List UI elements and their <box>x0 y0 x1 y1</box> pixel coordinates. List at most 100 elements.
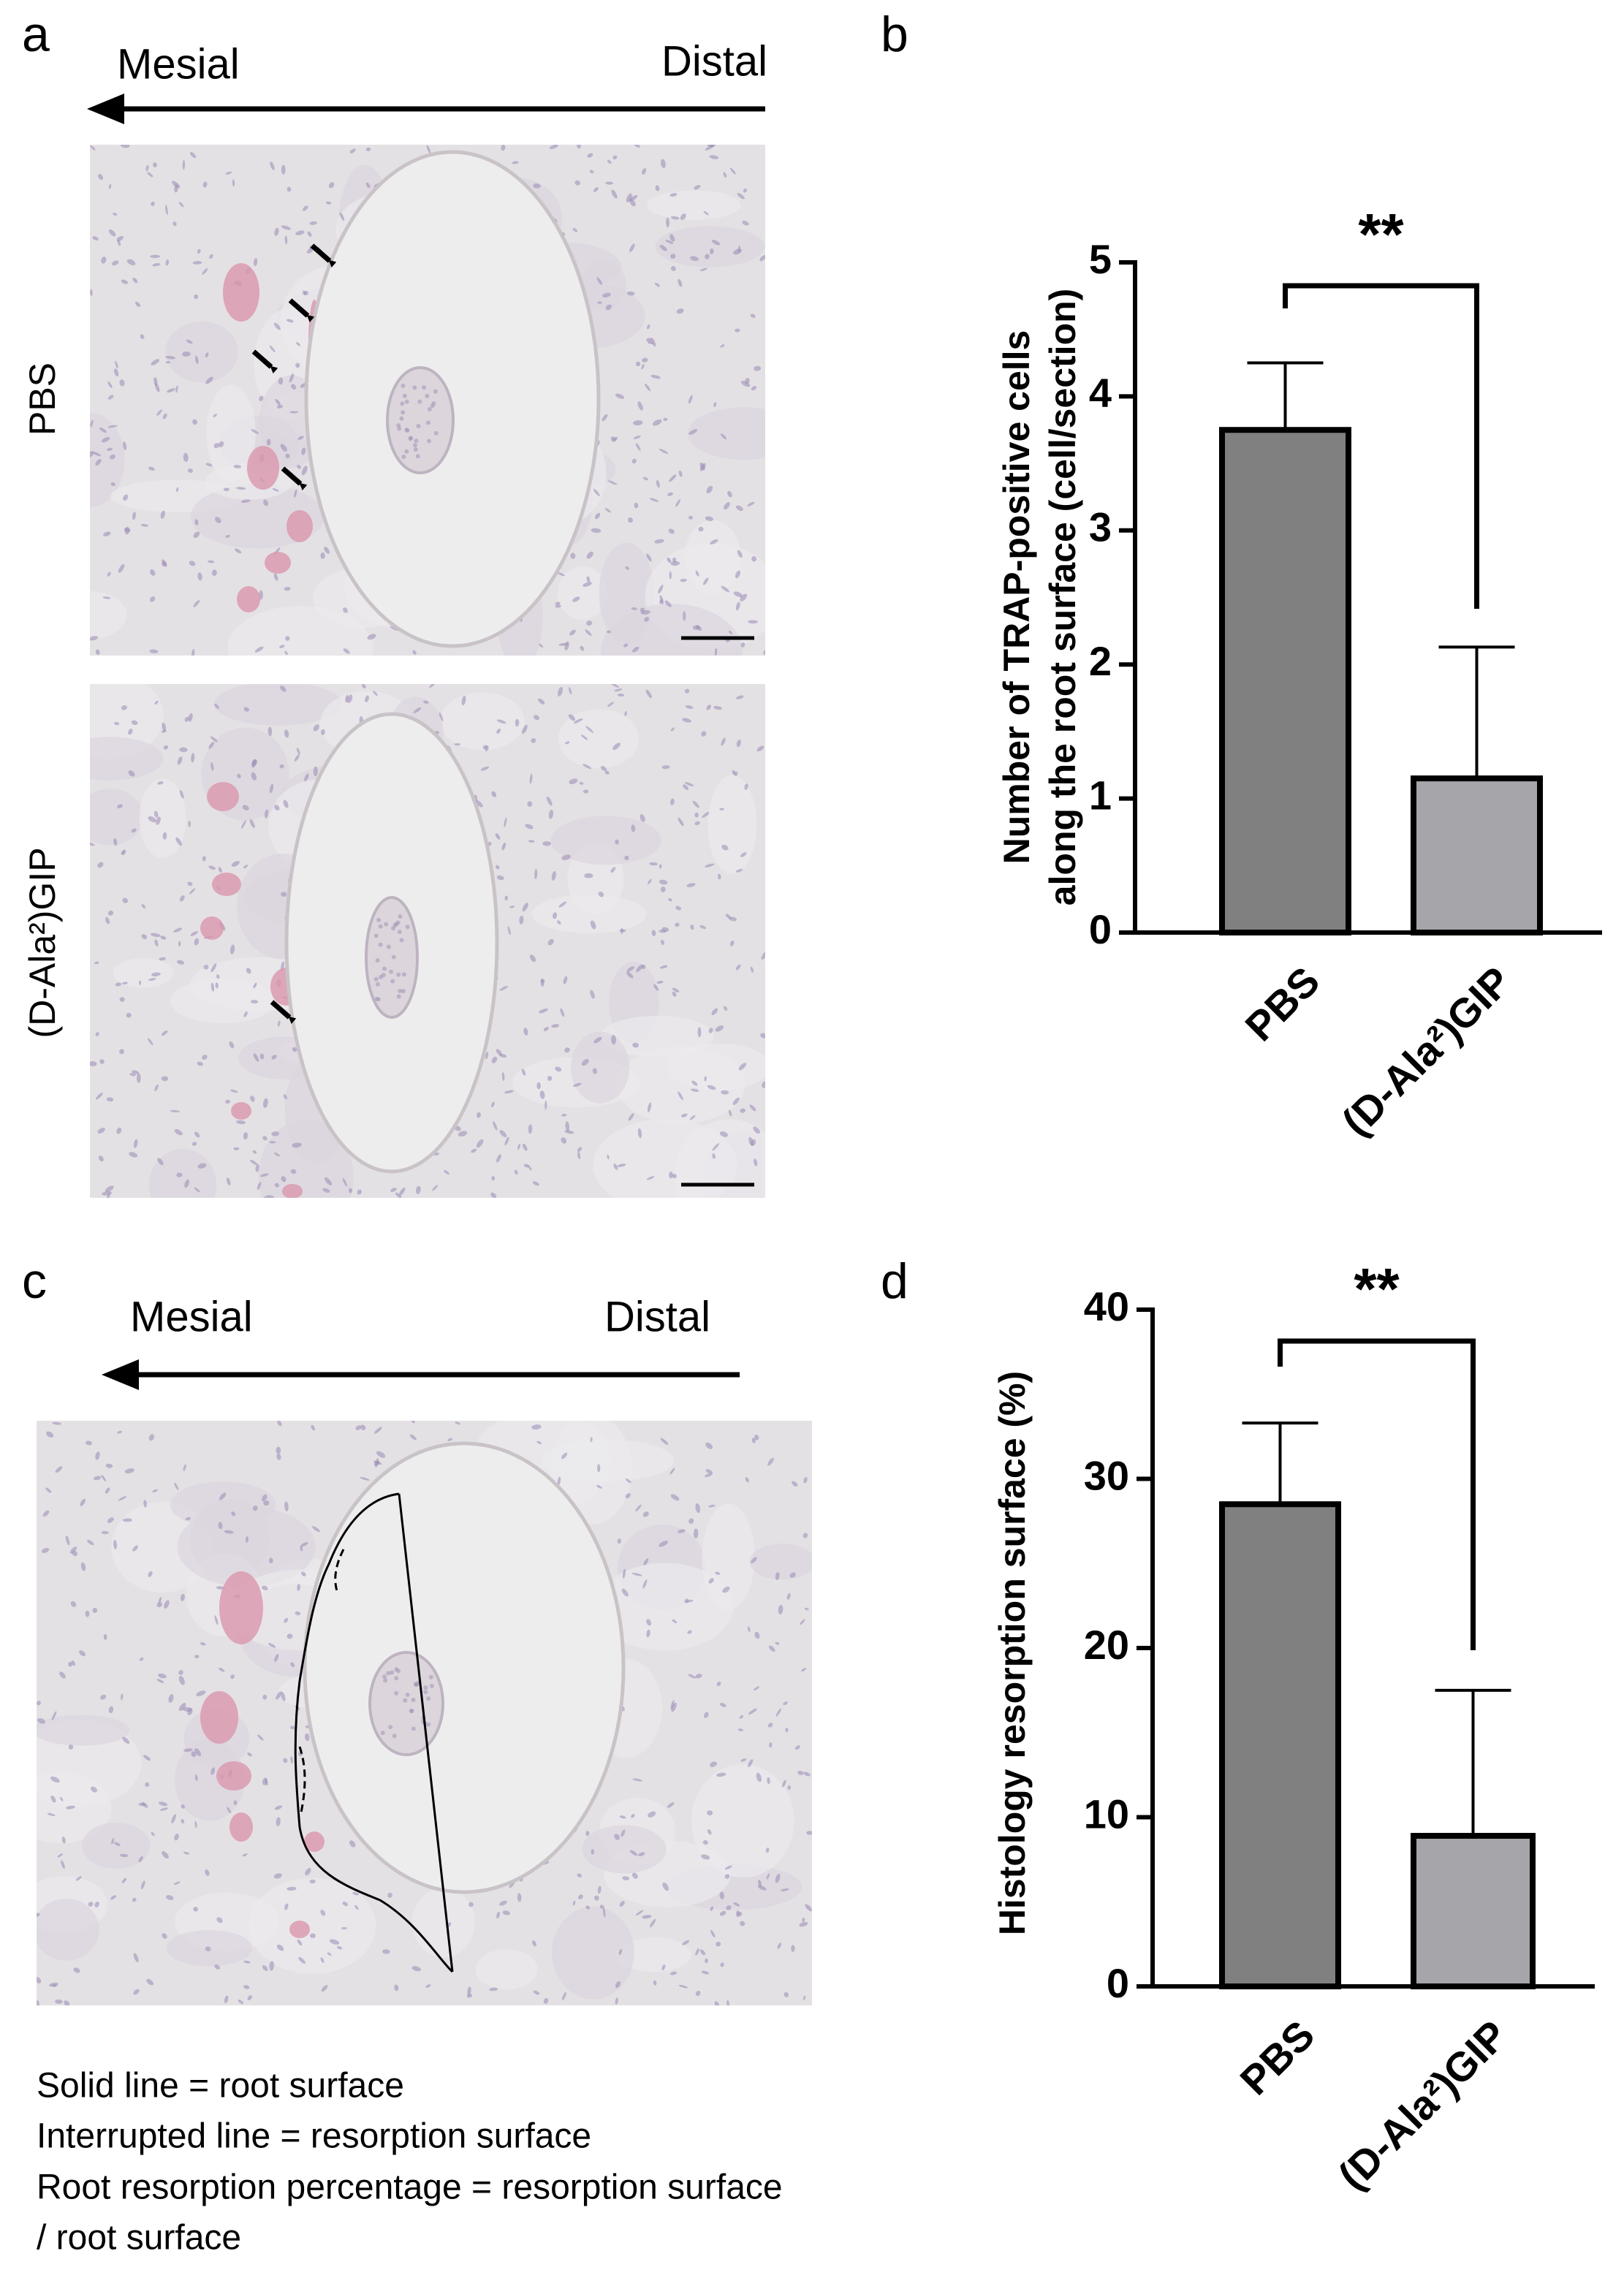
nucleus <box>107 395 114 400</box>
nucleus <box>745 1477 749 1483</box>
nucleus <box>218 867 222 873</box>
nucleus <box>192 261 202 265</box>
nucleus <box>669 474 677 482</box>
micrograph-content <box>37 1421 812 2005</box>
nucleus <box>376 1451 386 1458</box>
significance-label: ** <box>1358 202 1404 267</box>
resorption-outline <box>294 1492 454 1973</box>
nucleus <box>537 698 545 705</box>
nucleus <box>132 1545 138 1552</box>
nucleus <box>114 368 119 377</box>
nucleus <box>697 1027 702 1038</box>
nucleus <box>602 1907 606 1918</box>
trap-stain <box>247 446 279 490</box>
nucleus <box>129 1152 138 1158</box>
nucleus <box>737 1728 744 1731</box>
nucleus <box>701 731 707 737</box>
nucleus <box>471 1148 477 1153</box>
y-tick-label: 10 <box>1084 1791 1129 1837</box>
nucleus <box>97 862 104 868</box>
nucleus <box>532 1181 539 1186</box>
nucleus <box>555 604 561 608</box>
nucleus <box>154 939 159 946</box>
nucleus <box>126 1012 132 1018</box>
nucleus <box>184 716 189 722</box>
pulp-cell <box>399 416 404 421</box>
nucleus <box>804 1607 809 1611</box>
nucleus <box>90 636 99 641</box>
nucleus <box>650 374 661 379</box>
nucleus <box>615 1997 618 2005</box>
nucleus <box>110 454 115 460</box>
nucleus <box>736 505 743 512</box>
pulp-cell <box>427 407 432 412</box>
nucleus <box>454 743 461 746</box>
nucleus <box>111 1838 115 1845</box>
nucleus <box>118 1496 127 1501</box>
nucleus <box>545 1100 547 1110</box>
nucleus <box>251 429 259 434</box>
nucleus <box>663 417 668 422</box>
nucleus <box>122 441 127 450</box>
nucleus <box>495 833 501 840</box>
nucleus <box>691 1088 699 1093</box>
nucleus <box>213 413 217 417</box>
nucleus <box>116 1127 122 1134</box>
trap-stain <box>212 873 241 896</box>
nucleus <box>70 1601 77 1607</box>
panel-label: d <box>881 1253 908 1309</box>
nucleus <box>253 1053 259 1062</box>
nucleus <box>94 961 99 965</box>
nucleus <box>637 401 643 411</box>
nucleus <box>284 587 291 591</box>
nucleus <box>756 745 764 752</box>
tissue-patch <box>227 605 373 656</box>
nucleus <box>740 642 745 648</box>
nucleus <box>656 980 664 984</box>
nucleus <box>107 425 118 428</box>
nucleus <box>802 1533 808 1538</box>
pulp <box>368 1651 444 1756</box>
nucleus <box>621 927 623 935</box>
nucleus <box>191 649 195 656</box>
root <box>303 1441 626 1894</box>
nucleus <box>758 1880 762 1888</box>
nucleus <box>590 990 595 999</box>
nucleus <box>704 1076 707 1082</box>
nucleus <box>702 1840 708 1845</box>
nucleus <box>635 361 641 367</box>
nucleus <box>243 1132 248 1140</box>
nucleus <box>98 173 104 181</box>
nucleus <box>68 1661 73 1667</box>
y-axis-label: Number of TRAP-positive cells <box>996 330 1037 865</box>
nucleus <box>632 1778 642 1782</box>
nucleus <box>711 240 721 246</box>
y-tick-label: 2 <box>1089 638 1112 684</box>
nucleus <box>194 1820 197 1829</box>
nucleus <box>720 1703 726 1707</box>
nucleus <box>193 1907 199 1912</box>
nucleus <box>128 770 135 777</box>
arrow <box>270 1000 297 1025</box>
nucleus <box>648 1811 656 1818</box>
arrow <box>251 349 278 374</box>
nucleus <box>183 1851 190 1855</box>
nucleus <box>375 1457 379 1468</box>
nucleus <box>557 1476 561 1486</box>
nucleus <box>105 1487 110 1494</box>
nucleus <box>304 773 309 782</box>
nucleus <box>346 694 353 703</box>
pulp-cell <box>401 972 406 977</box>
nucleus <box>641 364 645 370</box>
nucleus <box>704 1712 709 1718</box>
nucleus <box>45 1487 52 1493</box>
pulp-cell <box>400 401 405 406</box>
nucleus <box>625 566 630 570</box>
nucleus <box>740 852 747 857</box>
pulp-cell <box>381 973 386 978</box>
nucleus <box>107 447 113 451</box>
nucleus <box>751 1438 756 1443</box>
pulp-cell <box>390 979 395 984</box>
nucleus <box>297 1584 301 1591</box>
nucleus <box>145 164 149 172</box>
